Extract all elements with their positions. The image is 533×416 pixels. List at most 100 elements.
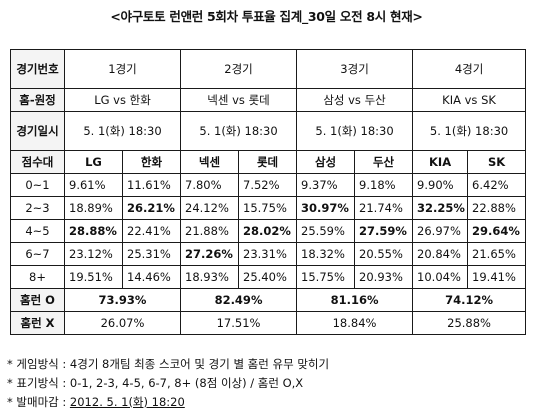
vote-rate-cell: 20.93% (354, 265, 414, 289)
homerun-x-rate: 25.88% (412, 311, 527, 335)
score-row: 8+ 19.51% 14.46% 18.93% 25.40% 15.75% 20.93% 10… (10, 265, 527, 289)
voting-rate-table: 경기번호 1경기 2경기 3경기 4경기 홈-원정 LG vs 한화 넥센 vs 롯데 삼성 v… (10, 49, 527, 335)
score-range: 8+ (10, 265, 65, 289)
matchup: KIA vs SK (412, 88, 527, 112)
game-number-label: 경기번호 (10, 49, 65, 89)
vote-rate-cell: 20.84% (412, 242, 469, 266)
vote-rate-cell: 25.59% (296, 219, 356, 243)
vote-rate-cell: 29.64% (467, 219, 527, 243)
score-range: 6~7 (10, 242, 65, 266)
score-row: 2~3 18.89% 26.21% 24.12% 15.75% 30.97% 21.74% 3… (10, 196, 527, 220)
game-time-row: 경기일시 5. 1(화) 18:30 5. 1(화) 18:30 5. 1(화) 18… (10, 111, 527, 151)
vote-rate-cell: 21.88% (180, 219, 240, 243)
vote-rate-cell: 23.12% (64, 242, 123, 266)
score-range-label: 점수대 (10, 150, 65, 174)
vote-rate-cell: 11.61% (121, 173, 182, 197)
vote-rate-cell: 15.75% (238, 196, 298, 220)
vote-rate-cell: 28.88% (64, 219, 123, 243)
team-name: 삼성 (296, 150, 356, 174)
game-time-label: 경기일시 (10, 111, 65, 151)
matchup: 삼성 vs 두산 (296, 88, 414, 112)
homerun-o-label: 홈런 O (10, 288, 65, 312)
notes-section: * 게임방식 : 4경기 8개팀 최종 스코어 및 경기 별 홈런 유무 맞히기… (7, 355, 527, 412)
team-name: SK (467, 150, 527, 174)
game-number: 3경기 (296, 49, 414, 89)
note-line: * 발매마감 : 2012. 5. 1(화) 18:20 (7, 393, 527, 412)
vote-rate-cell: 18.32% (296, 242, 356, 266)
vote-rate-cell: 32.25% (412, 196, 469, 220)
vote-rate-cell: 26.97% (412, 219, 469, 243)
note-deadline: 2012. 5. 1(화) 18:20 (69, 395, 185, 409)
vote-rate-cell: 23.31% (238, 242, 298, 266)
vote-rate-cell: 9.18% (354, 173, 414, 197)
vote-rate-cell: 22.88% (467, 196, 527, 220)
game-number: 4경기 (412, 49, 527, 89)
score-range: 0~1 (10, 173, 65, 197)
team-name: 넥센 (180, 150, 240, 174)
vote-rate-cell: 26.21% (121, 196, 182, 220)
matchup-row: 홈-원정 LG vs 한화 넥센 vs 롯데 삼성 vs 두산 KIA vs SK (10, 88, 527, 112)
note-prefix: * 발매마감 : (7, 395, 70, 409)
team-name: KIA (412, 150, 469, 174)
note-text: 0-1, 2-3, 4-5, 6-7, 8+ (8점 이상) / 홈런 O,X (69, 376, 304, 390)
note-prefix: * 표기방식 : (7, 376, 70, 390)
score-row: 6~7 23.12% 25.31% 27.26% 23.31% 18.32% 20.55% 2… (10, 242, 527, 266)
homerun-o-rate: 73.93% (63, 288, 182, 312)
vote-rate-cell: 21.65% (467, 242, 527, 266)
game-number-row: 경기번호 1경기 2경기 3경기 4경기 (10, 49, 527, 89)
team-name: 두산 (354, 150, 414, 174)
matchup: 넥센 vs 롯데 (180, 88, 298, 112)
vote-rate-cell: 18.93% (180, 265, 240, 289)
homerun-o-rate: 82.49% (180, 288, 298, 312)
vote-rate-cell: 30.97% (296, 196, 356, 220)
game-time: 5. 1(화) 18:30 (296, 111, 414, 151)
score-row: 4~5 28.88% 22.41% 21.88% 28.02% 25.59% 27.59% 2… (10, 219, 527, 243)
vote-rate-cell: 19.51% (64, 265, 123, 289)
score-range: 4~5 (10, 219, 65, 243)
vote-rate-cell: 7.80% (180, 173, 240, 197)
vote-rate-cell: 27.59% (354, 219, 414, 243)
home-away-label: 홈-원정 (10, 88, 65, 112)
vote-rate-cell: 20.55% (354, 242, 414, 266)
vote-rate-cell: 24.12% (180, 196, 240, 220)
homerun-o-rate: 81.16% (296, 288, 414, 312)
homerun-x-row: 홈런 X 26.07% 17.51% 18.84% 25.88% (10, 311, 527, 335)
vote-rate-cell: 14.46% (121, 265, 182, 289)
homerun-x-rate: 17.51% (180, 311, 298, 335)
homerun-x-rate: 18.84% (296, 311, 414, 335)
note-line: * 게임방식 : 4경기 8개팀 최종 스코어 및 경기 별 홈런 유무 맞히기 (7, 355, 527, 374)
score-range: 2~3 (10, 196, 65, 220)
vote-rate-cell: 21.74% (354, 196, 414, 220)
vote-rate-cell: 19.41% (467, 265, 527, 289)
team-name: 롯데 (238, 150, 298, 174)
game-time: 5. 1(화) 18:30 (412, 111, 527, 151)
vote-rate-cell: 22.41% (121, 219, 182, 243)
note-text: 4경기 8개팀 최종 스코어 및 경기 별 홈런 유무 맞히기 (69, 357, 330, 371)
note-line: * 표기방식 : 0-1, 2-3, 4-5, 6-7, 8+ (8점 이상) … (7, 374, 527, 393)
vote-rate-cell: 9.61% (64, 173, 123, 197)
vote-rate-cell: 27.26% (180, 242, 240, 266)
vote-rate-cell: 25.40% (238, 265, 298, 289)
vote-rate-cell: 18.89% (64, 196, 123, 220)
game-number: 2경기 (180, 49, 298, 89)
score-row: 0~1 9.61% 11.61% 7.80% 7.52% 9.37% 9.18% 9.90% 6… (10, 173, 527, 197)
vote-rate-cell: 9.37% (296, 173, 356, 197)
team-name: 한화 (121, 150, 182, 174)
matchup: LG vs 한화 (63, 88, 182, 112)
team-name: LG (64, 150, 123, 174)
vote-rate-cell: 10.04% (412, 265, 469, 289)
game-time: 5. 1(화) 18:30 (180, 111, 298, 151)
vote-rate-cell: 7.52% (238, 173, 298, 197)
homerun-x-rate: 26.07% (63, 311, 182, 335)
homerun-x-label: 홈런 X (10, 311, 65, 335)
vote-rate-cell: 28.02% (238, 219, 298, 243)
vote-rate-cell: 6.42% (467, 173, 527, 197)
page-title: <야구토토 런앤런 5회차 투표율 집계_30일 오전 8시 현재> (110, 9, 423, 24)
game-time: 5. 1(화) 18:30 (63, 111, 182, 151)
game-number: 1경기 (63, 49, 182, 89)
note-prefix: * 게임방식 : (7, 357, 70, 371)
vote-rate-cell: 15.75% (296, 265, 356, 289)
homerun-o-rate: 74.12% (412, 288, 527, 312)
vote-rate-cell: 9.90% (412, 173, 469, 197)
vote-rate-cell: 25.31% (121, 242, 182, 266)
